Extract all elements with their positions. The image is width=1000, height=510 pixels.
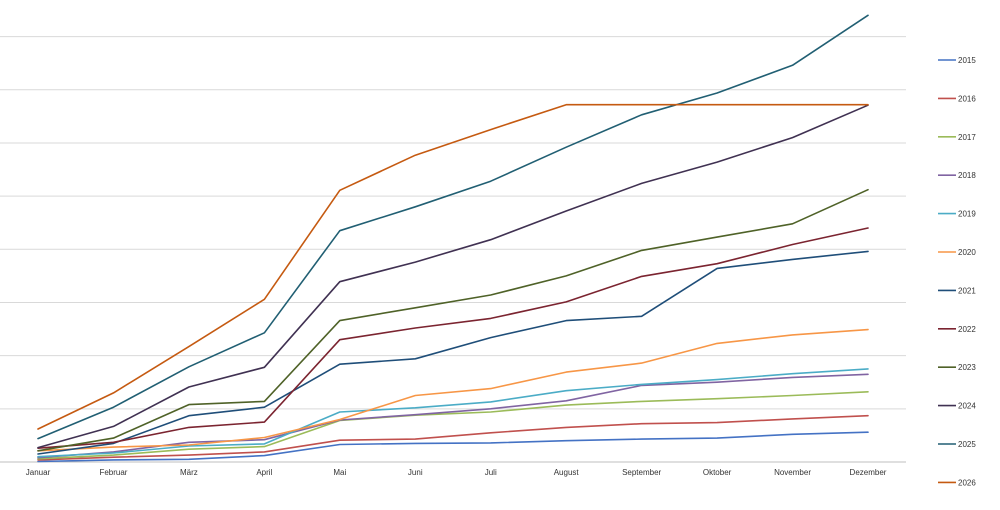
legend-label: 2020 (958, 248, 976, 257)
legend-entry-2022: 2022 (938, 325, 976, 334)
series-line-2023 (37, 188, 869, 452)
x-tick-label: Mai (333, 468, 346, 477)
series-line-2020 (37, 328, 869, 452)
series-line-2026 (37, 103, 869, 430)
legend-label: 2018 (958, 171, 976, 180)
series-line-2016 (37, 414, 869, 461)
x-tick-label: August (554, 468, 580, 477)
x-tick-label: Dezember (850, 468, 887, 477)
legend-label: 2017 (958, 133, 976, 142)
legend-label: 2021 (958, 286, 976, 295)
series-line-2025 (37, 14, 869, 440)
x-tick-label: April (256, 468, 272, 477)
series-line-2015 (37, 431, 869, 463)
legend-entry-2021: 2021 (938, 286, 976, 295)
legend-label: 2026 (958, 478, 976, 487)
series-line-2024 (37, 104, 869, 449)
x-tick-label: Juni (408, 468, 423, 477)
legend-entry-2016: 2016 (938, 94, 976, 103)
legend-entry-2025: 2025 (938, 440, 976, 449)
x-tick-label: März (180, 468, 198, 477)
legend-entry-2019: 2019 (938, 210, 976, 219)
series-line-2018 (37, 373, 869, 459)
legend-label: 2015 (958, 56, 976, 65)
legend: 2015 2016 2017 2018 2019 2020 2021 2022 2023 2024… (938, 56, 976, 487)
legend-label: 2019 (958, 210, 976, 219)
series-line-2019 (37, 368, 869, 458)
gridlines (0, 36, 906, 410)
x-tick-label: September (622, 468, 661, 477)
series-line-2022 (37, 227, 869, 450)
x-tick-labels: Januar Februar März April Mai Juni Juli August S… (26, 468, 887, 477)
legend-entry-2018: 2018 (938, 171, 976, 180)
x-tick-label: November (774, 468, 811, 477)
legend-label: 2025 (958, 440, 976, 449)
x-tick-label: Oktober (703, 468, 732, 477)
series-lines (37, 14, 869, 463)
legend-entry-2017: 2017 (938, 133, 976, 142)
legend-label: 2022 (958, 325, 976, 334)
x-tick-label: Januar (26, 468, 51, 477)
legend-entry-2023: 2023 (938, 363, 976, 372)
legend-label: 2023 (958, 363, 976, 372)
series-line-2021 (37, 250, 869, 455)
legend-entry-2015: 2015 (938, 56, 976, 65)
legend-entry-2026: 2026 (938, 478, 976, 487)
series-line-2017 (37, 390, 869, 460)
legend-label: 2016 (958, 94, 976, 103)
legend-entry-2024: 2024 (938, 402, 976, 411)
legend-entry-2020: 2020 (938, 248, 976, 257)
legend-label: 2024 (958, 402, 976, 411)
x-tick-label: Februar (99, 468, 127, 477)
x-tick-label: Juli (485, 468, 497, 477)
